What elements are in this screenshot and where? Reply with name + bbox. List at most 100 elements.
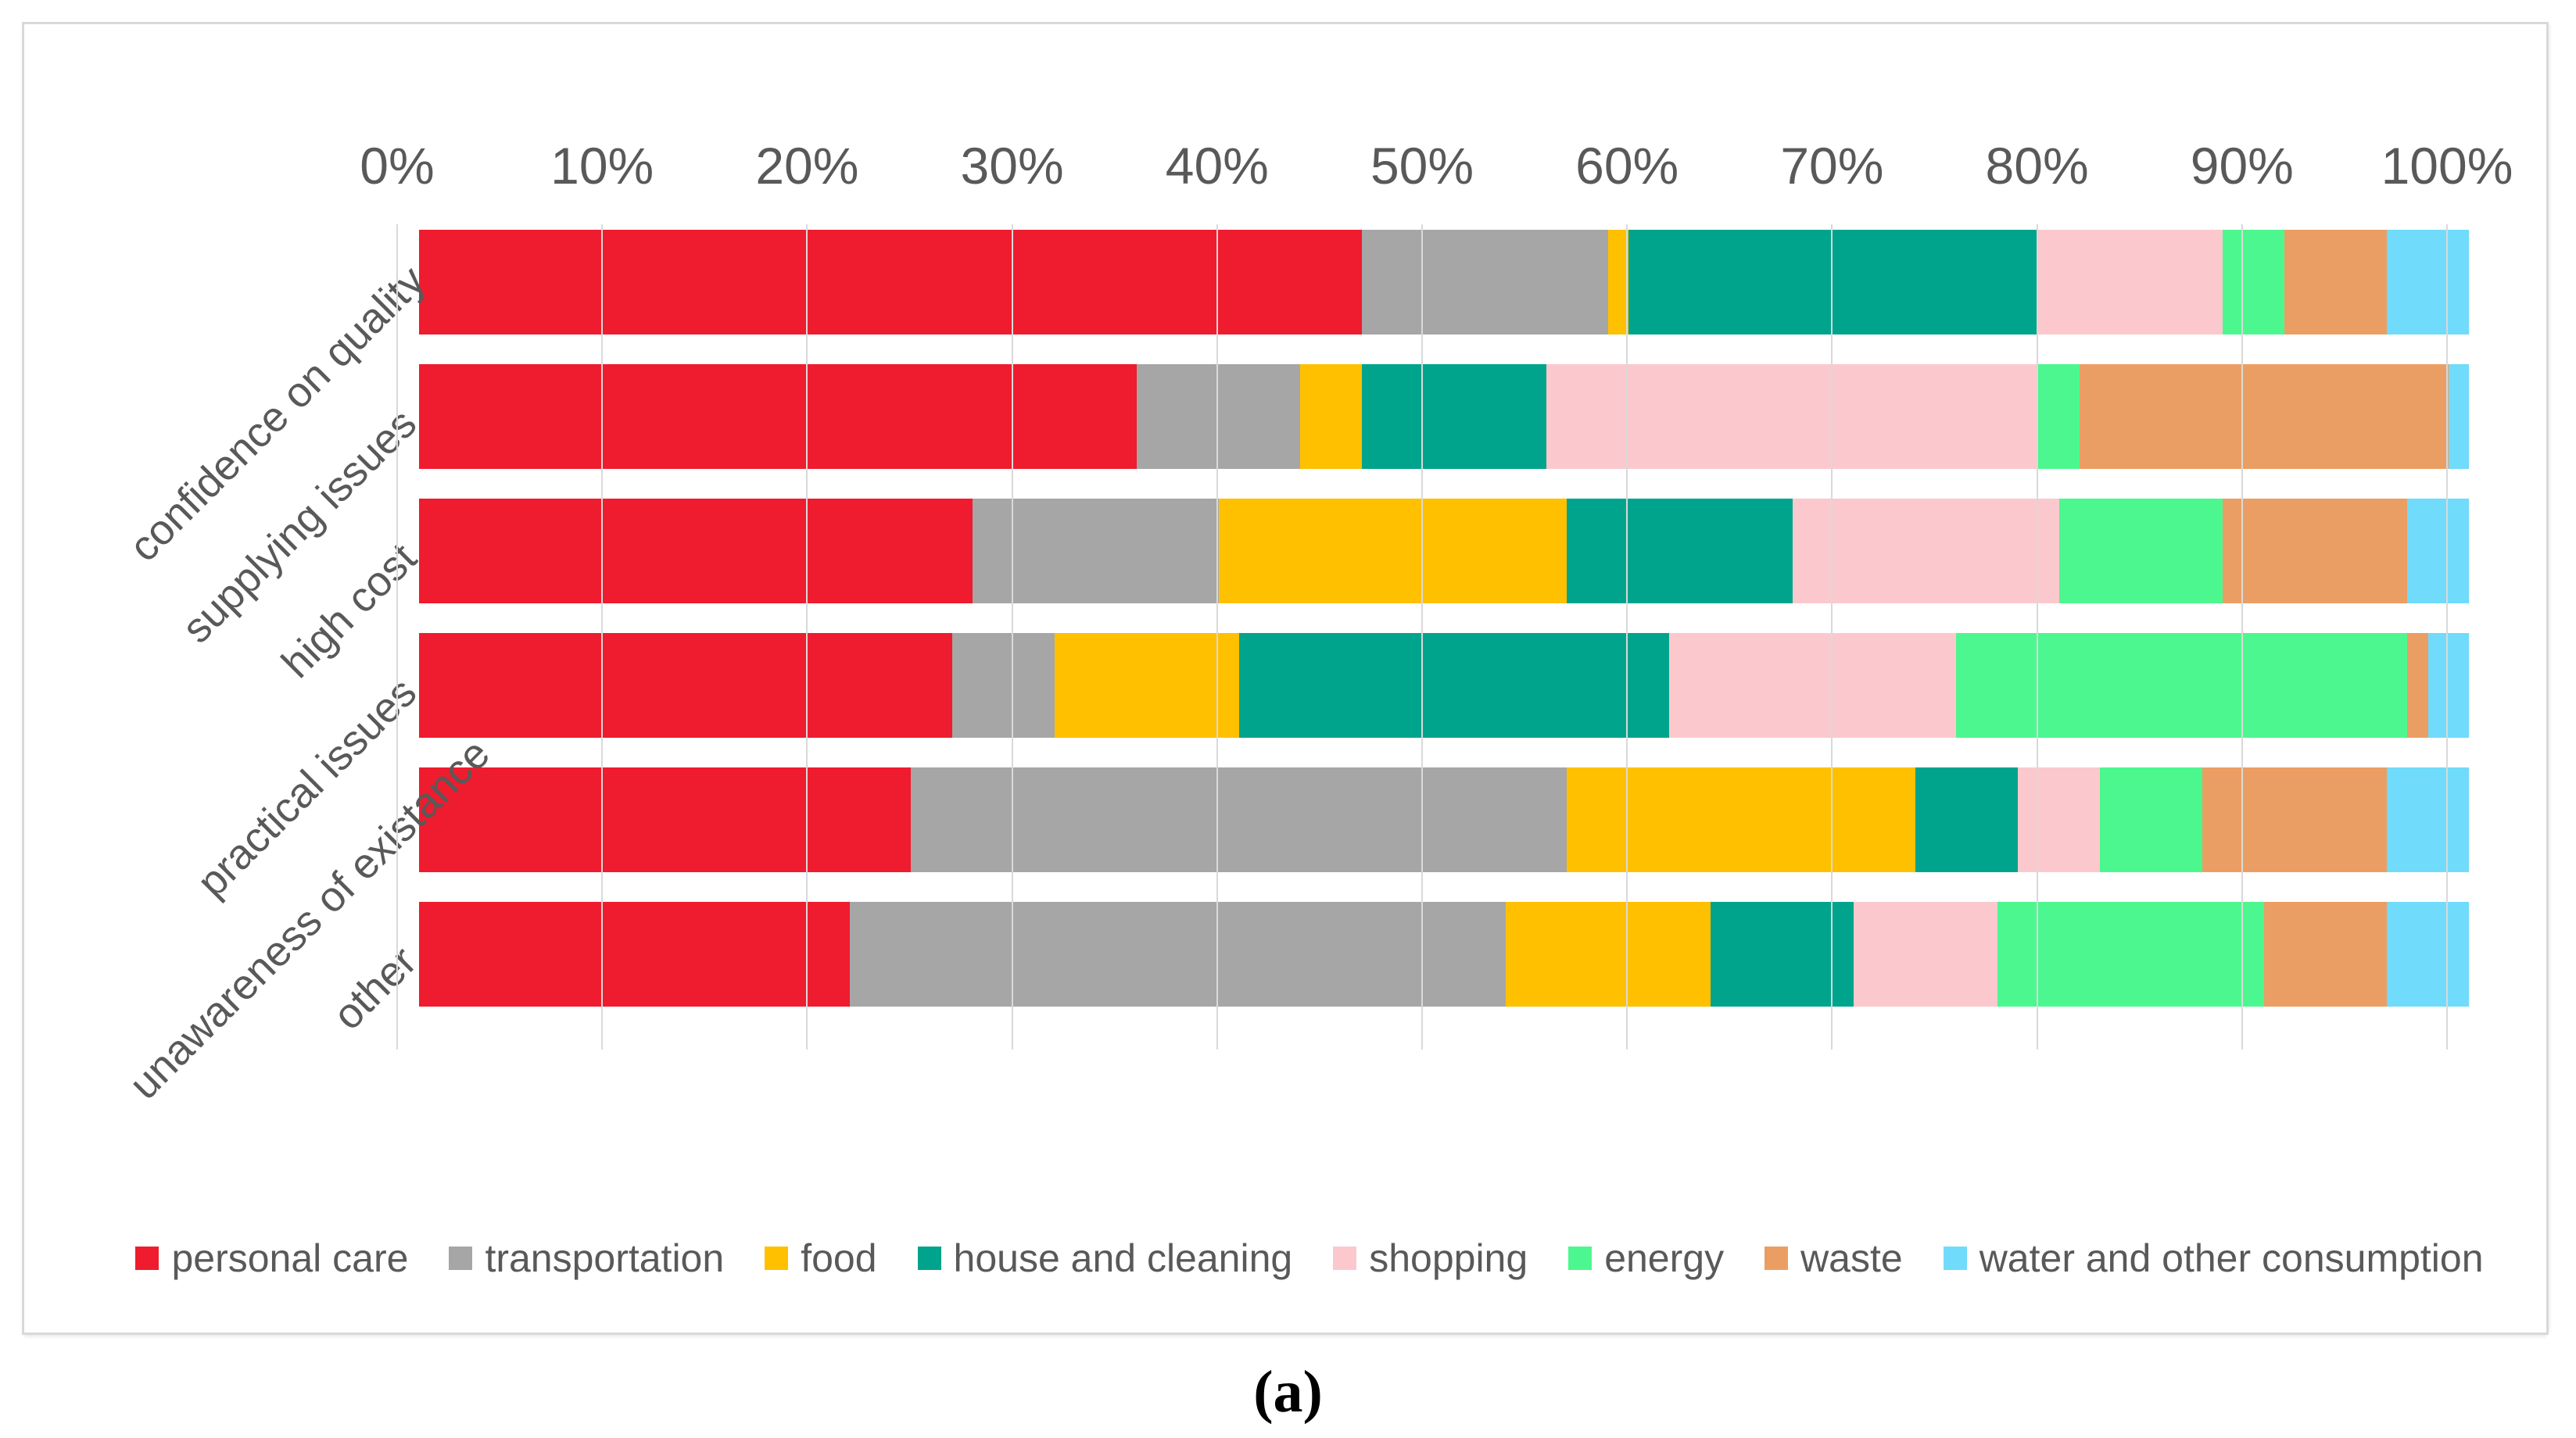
bar-segment-house-and-cleaning (1238, 633, 1670, 738)
bar-segment-water-and-other-consumption (2387, 767, 2469, 872)
bar-segment-transportation (1136, 364, 1301, 469)
bar-segment-shopping (1669, 633, 1957, 738)
legend-item: energy (1568, 1236, 1724, 1281)
bar-segment-food (1567, 767, 1916, 872)
legend-swatch (765, 1247, 789, 1270)
legend-item: waste (1765, 1236, 1903, 1281)
gridline (396, 224, 398, 1050)
chart-card: 0% 10% 20% 30% 40% 50% 60% 70% 80% 90% 100% confid… (22, 22, 2549, 1335)
bar-segment-waste (2202, 767, 2388, 872)
bar-segment-personal-care (419, 230, 1363, 334)
x-tick-label: 60% (1575, 137, 1679, 195)
bar-row (419, 902, 2469, 1007)
x-tick-label: 40% (1165, 137, 1269, 195)
gridline (1216, 224, 1218, 1050)
legend-item: personal care (135, 1236, 408, 1281)
legend-item: water and other consumption (1943, 1236, 2484, 1281)
bar-segment-energy (1997, 902, 2264, 1007)
bar-segment-energy (2058, 499, 2223, 603)
x-tick-label: 80% (1985, 137, 2089, 195)
bar-segment-shopping (1854, 902, 1997, 1007)
gridline (1831, 224, 1833, 1050)
bar-segment-water-and-other-consumption (2448, 364, 2469, 469)
bar-segment-water-and-other-consumption (2387, 230, 2469, 334)
bar-segment-personal-care (419, 902, 850, 1007)
bar-segment-house-and-cleaning (1567, 499, 1793, 603)
x-tick-label: 30% (960, 137, 1064, 195)
gridline (806, 224, 808, 1050)
x-tick-label: 90% (2190, 137, 2294, 195)
bar-row (419, 499, 2469, 603)
legend: personal care transportation food house and… (48, 1231, 2571, 1286)
bar-segment-transportation (951, 633, 1055, 738)
bar-segment-transportation (972, 499, 1219, 603)
x-tick-label: 70% (1780, 137, 1884, 195)
gridline (1421, 224, 1423, 1050)
bar-segment-food (1505, 902, 1711, 1007)
figure-caption: (a) (1253, 1359, 1323, 1425)
bar-segment-waste (2079, 364, 2449, 469)
bar-segment-food (1218, 499, 1567, 603)
gridline (2241, 224, 2243, 1050)
bar-segment-house-and-cleaning (1362, 364, 1547, 469)
legend-label: personal care (171, 1236, 409, 1280)
bar-segment-personal-care (419, 499, 973, 603)
bar-segment-water-and-other-consumption (2387, 902, 2469, 1007)
bar-segment-water-and-other-consumption (2407, 499, 2469, 603)
bar-segment-waste (2263, 902, 2388, 1007)
bar-segment-energy (2038, 364, 2080, 469)
gridline (601, 224, 604, 1050)
bar-segment-personal-care (419, 633, 952, 738)
bar-segment-shopping (2018, 767, 2100, 872)
bar-segment-energy (2223, 230, 2284, 334)
bar-segment-transportation (849, 902, 1506, 1007)
legend-swatch (1568, 1247, 1593, 1270)
legend-label: transportation (485, 1236, 725, 1280)
bar-row (419, 230, 2469, 334)
bar-segment-waste (2223, 499, 2408, 603)
legend-label: waste (1800, 1236, 1903, 1280)
bar-segment-energy (2100, 767, 2203, 872)
legend-item: shopping (1333, 1236, 1528, 1281)
bar-segment-shopping (1546, 364, 2039, 469)
bar-segment-house-and-cleaning (1628, 230, 2039, 334)
legend-label: energy (1604, 1236, 1725, 1280)
legend-swatch (449, 1247, 473, 1270)
x-tick-label: 10% (550, 137, 654, 195)
legend-swatch (917, 1247, 941, 1270)
legend-label: food (801, 1236, 877, 1280)
x-tick-label: 0% (360, 137, 435, 195)
bar-row (419, 767, 2469, 872)
bar-segment-food (1300, 364, 1363, 469)
legend-label: shopping (1369, 1236, 1528, 1280)
bar-segment-transportation (911, 767, 1567, 872)
bar-segment-water-and-other-consumption (2427, 633, 2469, 738)
bar-segment-shopping (2038, 230, 2223, 334)
legend-item: transportation (449, 1236, 724, 1281)
bar-segment-food (1054, 633, 1239, 738)
bar-row (419, 364, 2469, 469)
bar-segment-shopping (1792, 499, 2059, 603)
gridline (1626, 224, 1628, 1050)
x-tick-label: 50% (1370, 137, 1474, 195)
bar-row (419, 633, 2469, 738)
x-tick-label: 100% (2381, 137, 2513, 195)
bar-segment-personal-care (419, 767, 912, 872)
legend-item: house and cleaning (917, 1236, 1293, 1281)
bar-segment-food (1607, 230, 1628, 334)
legend-swatch (1943, 1247, 1967, 1270)
legend-item: food (765, 1236, 877, 1281)
legend-swatch (135, 1247, 159, 1270)
bar-segment-waste (2407, 633, 2428, 738)
bar-segment-transportation (1362, 230, 1608, 334)
gridline (1011, 224, 1013, 1050)
x-tick-label: 20% (755, 137, 859, 195)
legend-label: house and cleaning (953, 1236, 1293, 1280)
bar-segment-waste (2284, 230, 2388, 334)
legend-swatch (1333, 1247, 1357, 1270)
bar-segment-personal-care (419, 364, 1137, 469)
bar-segment-house-and-cleaning (1915, 767, 2019, 872)
bar-segment-energy (1956, 633, 2408, 738)
bar-segment-house-and-cleaning (1710, 902, 1854, 1007)
